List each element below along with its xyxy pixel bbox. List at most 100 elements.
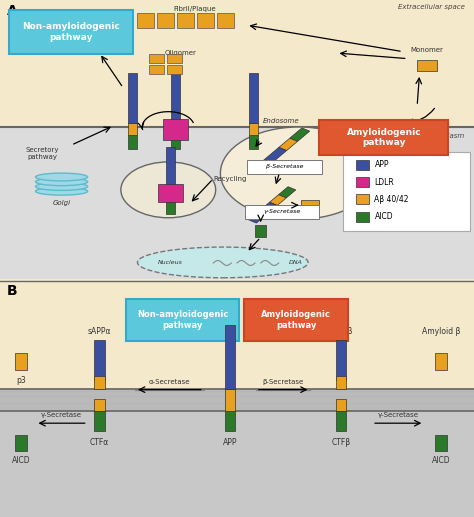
Bar	[0, 127, 474, 279]
Text: CTFα: CTFα	[90, 438, 109, 447]
Text: LDLR: LDLR	[374, 177, 394, 187]
Text: APP: APP	[223, 438, 237, 447]
Bar	[255, 225, 266, 237]
Text: p3: p3	[17, 376, 26, 385]
Bar	[435, 353, 447, 370]
Bar	[0, 412, 474, 517]
Bar	[225, 389, 235, 412]
Bar	[225, 325, 235, 389]
Bar	[356, 194, 369, 204]
Bar	[171, 72, 180, 123]
Text: Secretory
pathway: Secretory pathway	[26, 147, 59, 160]
FancyBboxPatch shape	[126, 299, 239, 341]
Bar	[171, 135, 180, 149]
Bar	[249, 72, 258, 123]
FancyBboxPatch shape	[343, 152, 470, 231]
Text: Endosome: Endosome	[263, 118, 300, 124]
Text: γ-Secretase: γ-Secretase	[41, 412, 82, 418]
Bar	[177, 12, 194, 28]
Bar	[279, 187, 296, 198]
Text: CTFβ: CTFβ	[332, 438, 351, 447]
Bar	[0, 389, 474, 412]
Ellipse shape	[137, 247, 308, 278]
Text: Amyloidogenic
pathway: Amyloidogenic pathway	[261, 310, 331, 330]
Bar	[217, 12, 234, 28]
Bar	[336, 412, 346, 431]
Text: Non-amyloidogenic
pathway: Non-amyloidogenic pathway	[22, 22, 120, 42]
Bar	[128, 72, 137, 123]
Text: Monomer: Monomer	[410, 48, 443, 53]
Text: Recycling: Recycling	[213, 176, 246, 181]
Bar	[249, 135, 258, 149]
Bar	[301, 200, 319, 210]
Bar	[435, 435, 447, 451]
FancyBboxPatch shape	[244, 299, 348, 341]
Text: α-Secretase: α-Secretase	[148, 379, 190, 385]
Text: A: A	[7, 4, 18, 18]
Text: Golgi: Golgi	[53, 200, 71, 206]
Bar	[336, 399, 346, 412]
Bar	[158, 184, 183, 202]
Bar	[149, 54, 164, 64]
Bar	[94, 412, 105, 431]
Text: sAPPβ: sAPPβ	[329, 327, 353, 336]
Text: B: B	[7, 284, 18, 298]
Text: Cytoplasm: Cytoplasm	[427, 132, 465, 139]
Text: AICD: AICD	[12, 456, 31, 465]
Bar	[166, 186, 175, 198]
Text: Non-amyloidogenic
pathway: Non-amyloidogenic pathway	[137, 310, 228, 330]
Bar	[166, 198, 175, 214]
Bar	[15, 435, 27, 451]
Bar	[336, 340, 346, 379]
Ellipse shape	[36, 178, 88, 186]
FancyBboxPatch shape	[247, 160, 322, 174]
Bar	[356, 211, 369, 222]
Text: DNA: DNA	[289, 260, 303, 265]
Text: Fibril/Plaque: Fibril/Plaque	[173, 6, 216, 11]
Bar	[167, 65, 182, 74]
Text: Extracellular space: Extracellular space	[398, 4, 465, 10]
Bar	[225, 412, 235, 431]
Text: Oligomer: Oligomer	[164, 50, 196, 56]
FancyBboxPatch shape	[319, 120, 448, 155]
Ellipse shape	[36, 187, 88, 195]
Text: β-Secretase: β-Secretase	[262, 379, 304, 385]
Bar	[94, 399, 105, 412]
Bar	[290, 128, 310, 142]
Bar	[171, 123, 180, 135]
Text: AICD: AICD	[374, 212, 393, 221]
Bar	[163, 119, 188, 140]
Bar	[249, 202, 277, 223]
Bar	[15, 353, 27, 370]
Bar	[197, 12, 214, 28]
Bar	[157, 12, 174, 28]
Bar	[167, 54, 182, 64]
Bar	[249, 123, 258, 135]
Bar	[166, 147, 175, 186]
Ellipse shape	[36, 173, 88, 181]
Text: γ-Secretase: γ-Secretase	[264, 209, 301, 215]
FancyBboxPatch shape	[245, 205, 319, 219]
Text: Amyloid β: Amyloid β	[422, 327, 460, 336]
Bar	[94, 376, 105, 389]
Bar	[252, 147, 287, 173]
FancyBboxPatch shape	[9, 10, 133, 54]
Bar	[336, 376, 346, 389]
Ellipse shape	[36, 183, 88, 190]
Text: sAPPα: sAPPα	[88, 327, 111, 336]
Bar	[270, 195, 286, 205]
Circle shape	[121, 162, 216, 218]
Bar	[279, 138, 298, 150]
Bar	[149, 65, 164, 74]
Circle shape	[220, 127, 377, 219]
Text: APP: APP	[374, 160, 389, 169]
Bar	[417, 60, 437, 71]
Bar	[94, 340, 105, 379]
Text: γ-Secretase: γ-Secretase	[378, 412, 419, 418]
Bar	[128, 123, 137, 135]
Bar	[356, 177, 369, 187]
Text: AICD: AICD	[431, 456, 450, 465]
Text: β-Secretase: β-Secretase	[265, 164, 303, 169]
Bar	[356, 160, 369, 170]
Text: Amyloidogenic
pathway: Amyloidogenic pathway	[346, 128, 421, 147]
